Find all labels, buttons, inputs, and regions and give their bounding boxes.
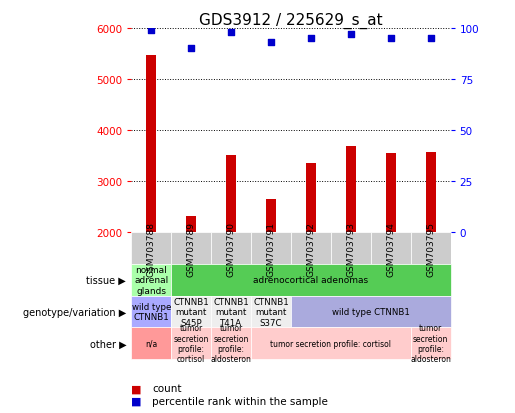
Text: normal
adrenal
glands: normal adrenal glands (134, 266, 168, 295)
Text: ■: ■ (131, 396, 142, 406)
Bar (386, 154, 396, 233)
Bar (171, 264, 451, 296)
Bar (411, 233, 451, 264)
Bar (371, 233, 411, 264)
Bar (306, 164, 316, 233)
Bar (186, 216, 196, 233)
Bar (131, 264, 171, 296)
Point (307, 36, 315, 43)
Point (267, 40, 275, 47)
Bar (211, 328, 251, 359)
Bar (211, 233, 251, 264)
Bar (251, 328, 410, 359)
Text: wild type CTNNB1: wild type CTNNB1 (332, 307, 410, 316)
Text: CTNNB1
mutant
T41A: CTNNB1 mutant T41A (213, 297, 249, 327)
Text: ■: ■ (131, 383, 142, 393)
Text: GSM703794: GSM703794 (386, 221, 395, 276)
Point (387, 36, 395, 43)
Bar (411, 328, 451, 359)
Text: GSM703789: GSM703789 (187, 221, 196, 276)
Text: GSM703790: GSM703790 (227, 221, 235, 276)
Text: GSM703792: GSM703792 (306, 221, 315, 276)
Bar (291, 233, 331, 264)
Bar (171, 328, 211, 359)
Text: tumor
secretion
profile:
aldosteron: tumor secretion profile: aldosteron (410, 323, 451, 363)
Text: n/a: n/a (145, 339, 158, 348)
Bar (171, 296, 211, 328)
Text: genotype/variation ▶: genotype/variation ▶ (23, 307, 126, 317)
Point (187, 46, 195, 52)
Text: other ▶: other ▶ (90, 339, 126, 349)
Title: GDS3912 / 225629_s_at: GDS3912 / 225629_s_at (199, 13, 383, 29)
Bar (211, 296, 251, 328)
Bar (146, 55, 156, 233)
Bar (131, 296, 171, 328)
Bar (291, 296, 451, 328)
Text: tumor secretion profile: cortisol: tumor secretion profile: cortisol (270, 339, 391, 348)
Bar (131, 233, 171, 264)
Bar (251, 233, 291, 264)
Point (147, 28, 156, 34)
Text: tissue ▶: tissue ▶ (87, 275, 126, 285)
Bar (331, 233, 371, 264)
Text: GSM703793: GSM703793 (347, 221, 355, 276)
Bar (131, 328, 171, 359)
Text: CTNNB1
mutant
S37C: CTNNB1 mutant S37C (253, 297, 289, 327)
Point (426, 36, 435, 43)
Point (347, 32, 355, 38)
Text: percentile rank within the sample: percentile rank within the sample (152, 396, 328, 406)
Bar (171, 233, 211, 264)
Text: count: count (152, 383, 181, 393)
Bar (426, 152, 436, 233)
Text: GSM703791: GSM703791 (267, 221, 276, 276)
Text: GSM703795: GSM703795 (426, 221, 435, 276)
Point (227, 30, 235, 36)
Text: GSM703788: GSM703788 (147, 221, 156, 276)
Text: wild type
CTNNB1: wild type CTNNB1 (132, 302, 171, 322)
Bar (266, 200, 276, 233)
Text: tumor
secretion
profile:
aldosteron: tumor secretion profile: aldosteron (211, 323, 251, 363)
Text: tumor
secretion
profile:
cortisol: tumor secretion profile: cortisol (174, 323, 209, 363)
Bar (251, 296, 291, 328)
Bar (346, 146, 356, 233)
Text: adrenocortical adenomas: adrenocortical adenomas (253, 276, 369, 285)
Bar (226, 155, 236, 233)
Text: CTNNB1
mutant
S45P: CTNNB1 mutant S45P (174, 297, 209, 327)
